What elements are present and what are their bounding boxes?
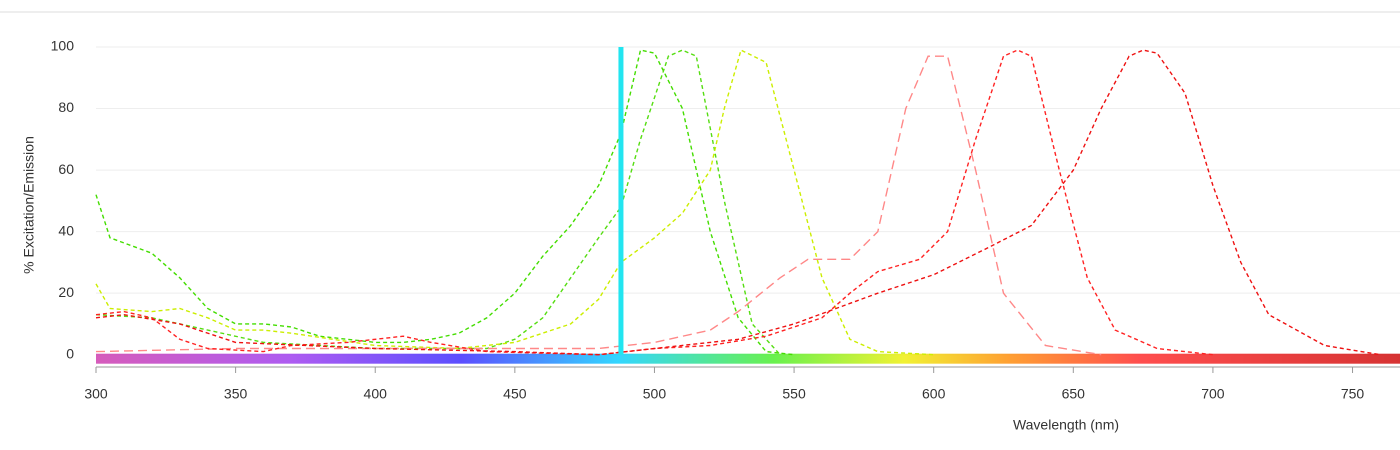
series-line [95,49,795,356]
x-tick-label: 750 [1341,386,1365,402]
y-tick-label: 100 [51,38,75,54]
y-tick-label: 80 [58,99,74,115]
series-line [95,55,1102,356]
spectrum-rug [96,353,1400,364]
x-tick-label: 500 [643,386,667,402]
y-tick-label: 20 [58,284,74,300]
series-line [95,49,1381,356]
series-line [95,49,781,356]
x-tick-label: 650 [1062,386,1086,402]
x-tick-label: 600 [922,386,946,402]
x-tick-label: 550 [782,386,806,402]
x-tick-label: 450 [503,386,527,402]
y-tick-label: 0 [66,345,74,361]
y-tick-label: 40 [58,222,74,238]
series-line [95,49,1213,356]
x-axis-label: Wavelength (nm) [1013,417,1119,433]
x-tick-label: 350 [224,386,248,402]
series-line [95,49,934,356]
x-tick-label: 300 [84,386,108,402]
x-tick-label: 700 [1201,386,1225,402]
y-tick-label: 60 [58,161,74,177]
x-tick-label: 400 [364,386,388,402]
y-axis-label: % Excitation/Emission [21,136,37,274]
